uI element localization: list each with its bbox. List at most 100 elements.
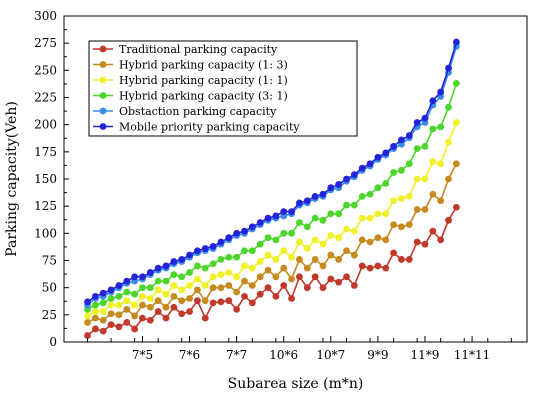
- data-point: [390, 249, 397, 257]
- data-point: [233, 288, 241, 296]
- data-point: [162, 262, 170, 270]
- data-point: [343, 201, 350, 209]
- data-point: [84, 332, 91, 339]
- data-point: [366, 214, 374, 222]
- data-point: [421, 175, 429, 183]
- data-point: [405, 132, 413, 139]
- y-tick-label: 250: [34, 63, 57, 77]
- data-point: [311, 236, 319, 244]
- data-point: [107, 295, 115, 302]
- legend-marker: [99, 61, 107, 68]
- data-point: [366, 190, 374, 198]
- legend-entry: Hybrid parking capacity (3: 1): [93, 90, 288, 103]
- data-point: [131, 325, 139, 333]
- legend-label: Hybrid parking capacity (1: 3): [119, 59, 288, 72]
- data-point: [405, 192, 413, 200]
- data-point: [233, 306, 241, 313]
- data-point: [115, 323, 123, 331]
- data-point: [154, 264, 162, 272]
- x-tick-label: 10*7: [316, 348, 345, 362]
- data-point: [139, 292, 146, 300]
- data-point: [390, 169, 397, 176]
- data-point: [233, 229, 241, 237]
- data-point: [178, 310, 186, 318]
- data-point: [248, 247, 256, 255]
- data-point: [288, 229, 295, 237]
- data-point: [217, 256, 225, 263]
- data-point: [452, 38, 460, 46]
- data-point: [233, 253, 241, 261]
- legend-entry: Mobile priority parking capacity: [93, 121, 300, 134]
- data-point: [452, 160, 460, 168]
- data-point: [421, 114, 429, 122]
- data-point: [405, 256, 413, 263]
- legend-entry: Hybrid parking capacity (1: 1): [93, 74, 288, 87]
- data-point: [327, 275, 335, 283]
- data-point: [452, 119, 460, 126]
- data-point: [366, 160, 374, 168]
- data-point: [421, 240, 429, 248]
- data-point: [186, 251, 193, 259]
- data-point: [154, 286, 162, 294]
- x-tick-label: 7*5: [132, 348, 153, 362]
- data-point: [296, 219, 303, 226]
- data-point: [421, 143, 429, 150]
- data-point: [170, 303, 178, 311]
- x-axis-title: Subarea size (m*n): [228, 376, 364, 392]
- y-tick-label: 25: [42, 308, 57, 322]
- data-point: [170, 292, 178, 300]
- data-point: [146, 316, 154, 324]
- data-point: [178, 256, 186, 263]
- data-point: [421, 206, 429, 213]
- data-point: [162, 277, 170, 285]
- data-point: [241, 227, 248, 235]
- data-point: [343, 273, 350, 281]
- legend-label: Hybrid parking capacity (3: 1): [119, 90, 288, 103]
- data-point: [374, 153, 382, 161]
- data-point: [280, 208, 288, 216]
- data-point: [398, 223, 405, 231]
- data-point: [288, 295, 295, 302]
- y-tick-label: 0: [49, 335, 57, 349]
- data-point: [358, 236, 366, 244]
- series-6: [84, 38, 460, 306]
- data-point: [382, 236, 390, 244]
- data-point: [209, 299, 217, 307]
- series-4: [84, 79, 460, 313]
- data-point: [413, 206, 421, 213]
- data-point: [437, 88, 445, 96]
- data-point: [437, 197, 445, 205]
- data-point: [209, 260, 217, 268]
- data-point: [437, 160, 445, 168]
- legend-marker: [99, 107, 107, 115]
- data-point: [241, 277, 248, 285]
- data-point: [99, 299, 107, 307]
- data-point: [241, 247, 248, 255]
- data-point: [146, 269, 154, 276]
- data-point: [366, 264, 374, 272]
- data-point: [280, 264, 288, 272]
- legend-label: Mobile priority parking capacity: [119, 121, 300, 134]
- data-point: [99, 308, 107, 315]
- data-point: [445, 103, 452, 111]
- legend-marker: [99, 76, 107, 84]
- data-point: [445, 175, 452, 183]
- data-point: [154, 308, 162, 315]
- data-point: [413, 145, 421, 152]
- data-point: [201, 314, 209, 322]
- data-point: [107, 286, 115, 294]
- data-point: [256, 219, 264, 226]
- data-point: [264, 234, 272, 242]
- legend-marker: [99, 45, 107, 53]
- data-point: [225, 234, 233, 242]
- data-point: [319, 216, 327, 224]
- data-point: [280, 282, 288, 289]
- data-point: [382, 264, 390, 272]
- data-point: [374, 262, 382, 270]
- data-point: [390, 197, 397, 205]
- data-point: [256, 290, 264, 298]
- data-point: [178, 273, 186, 281]
- data-point: [319, 190, 327, 198]
- data-point: [335, 256, 343, 263]
- data-point: [131, 273, 139, 281]
